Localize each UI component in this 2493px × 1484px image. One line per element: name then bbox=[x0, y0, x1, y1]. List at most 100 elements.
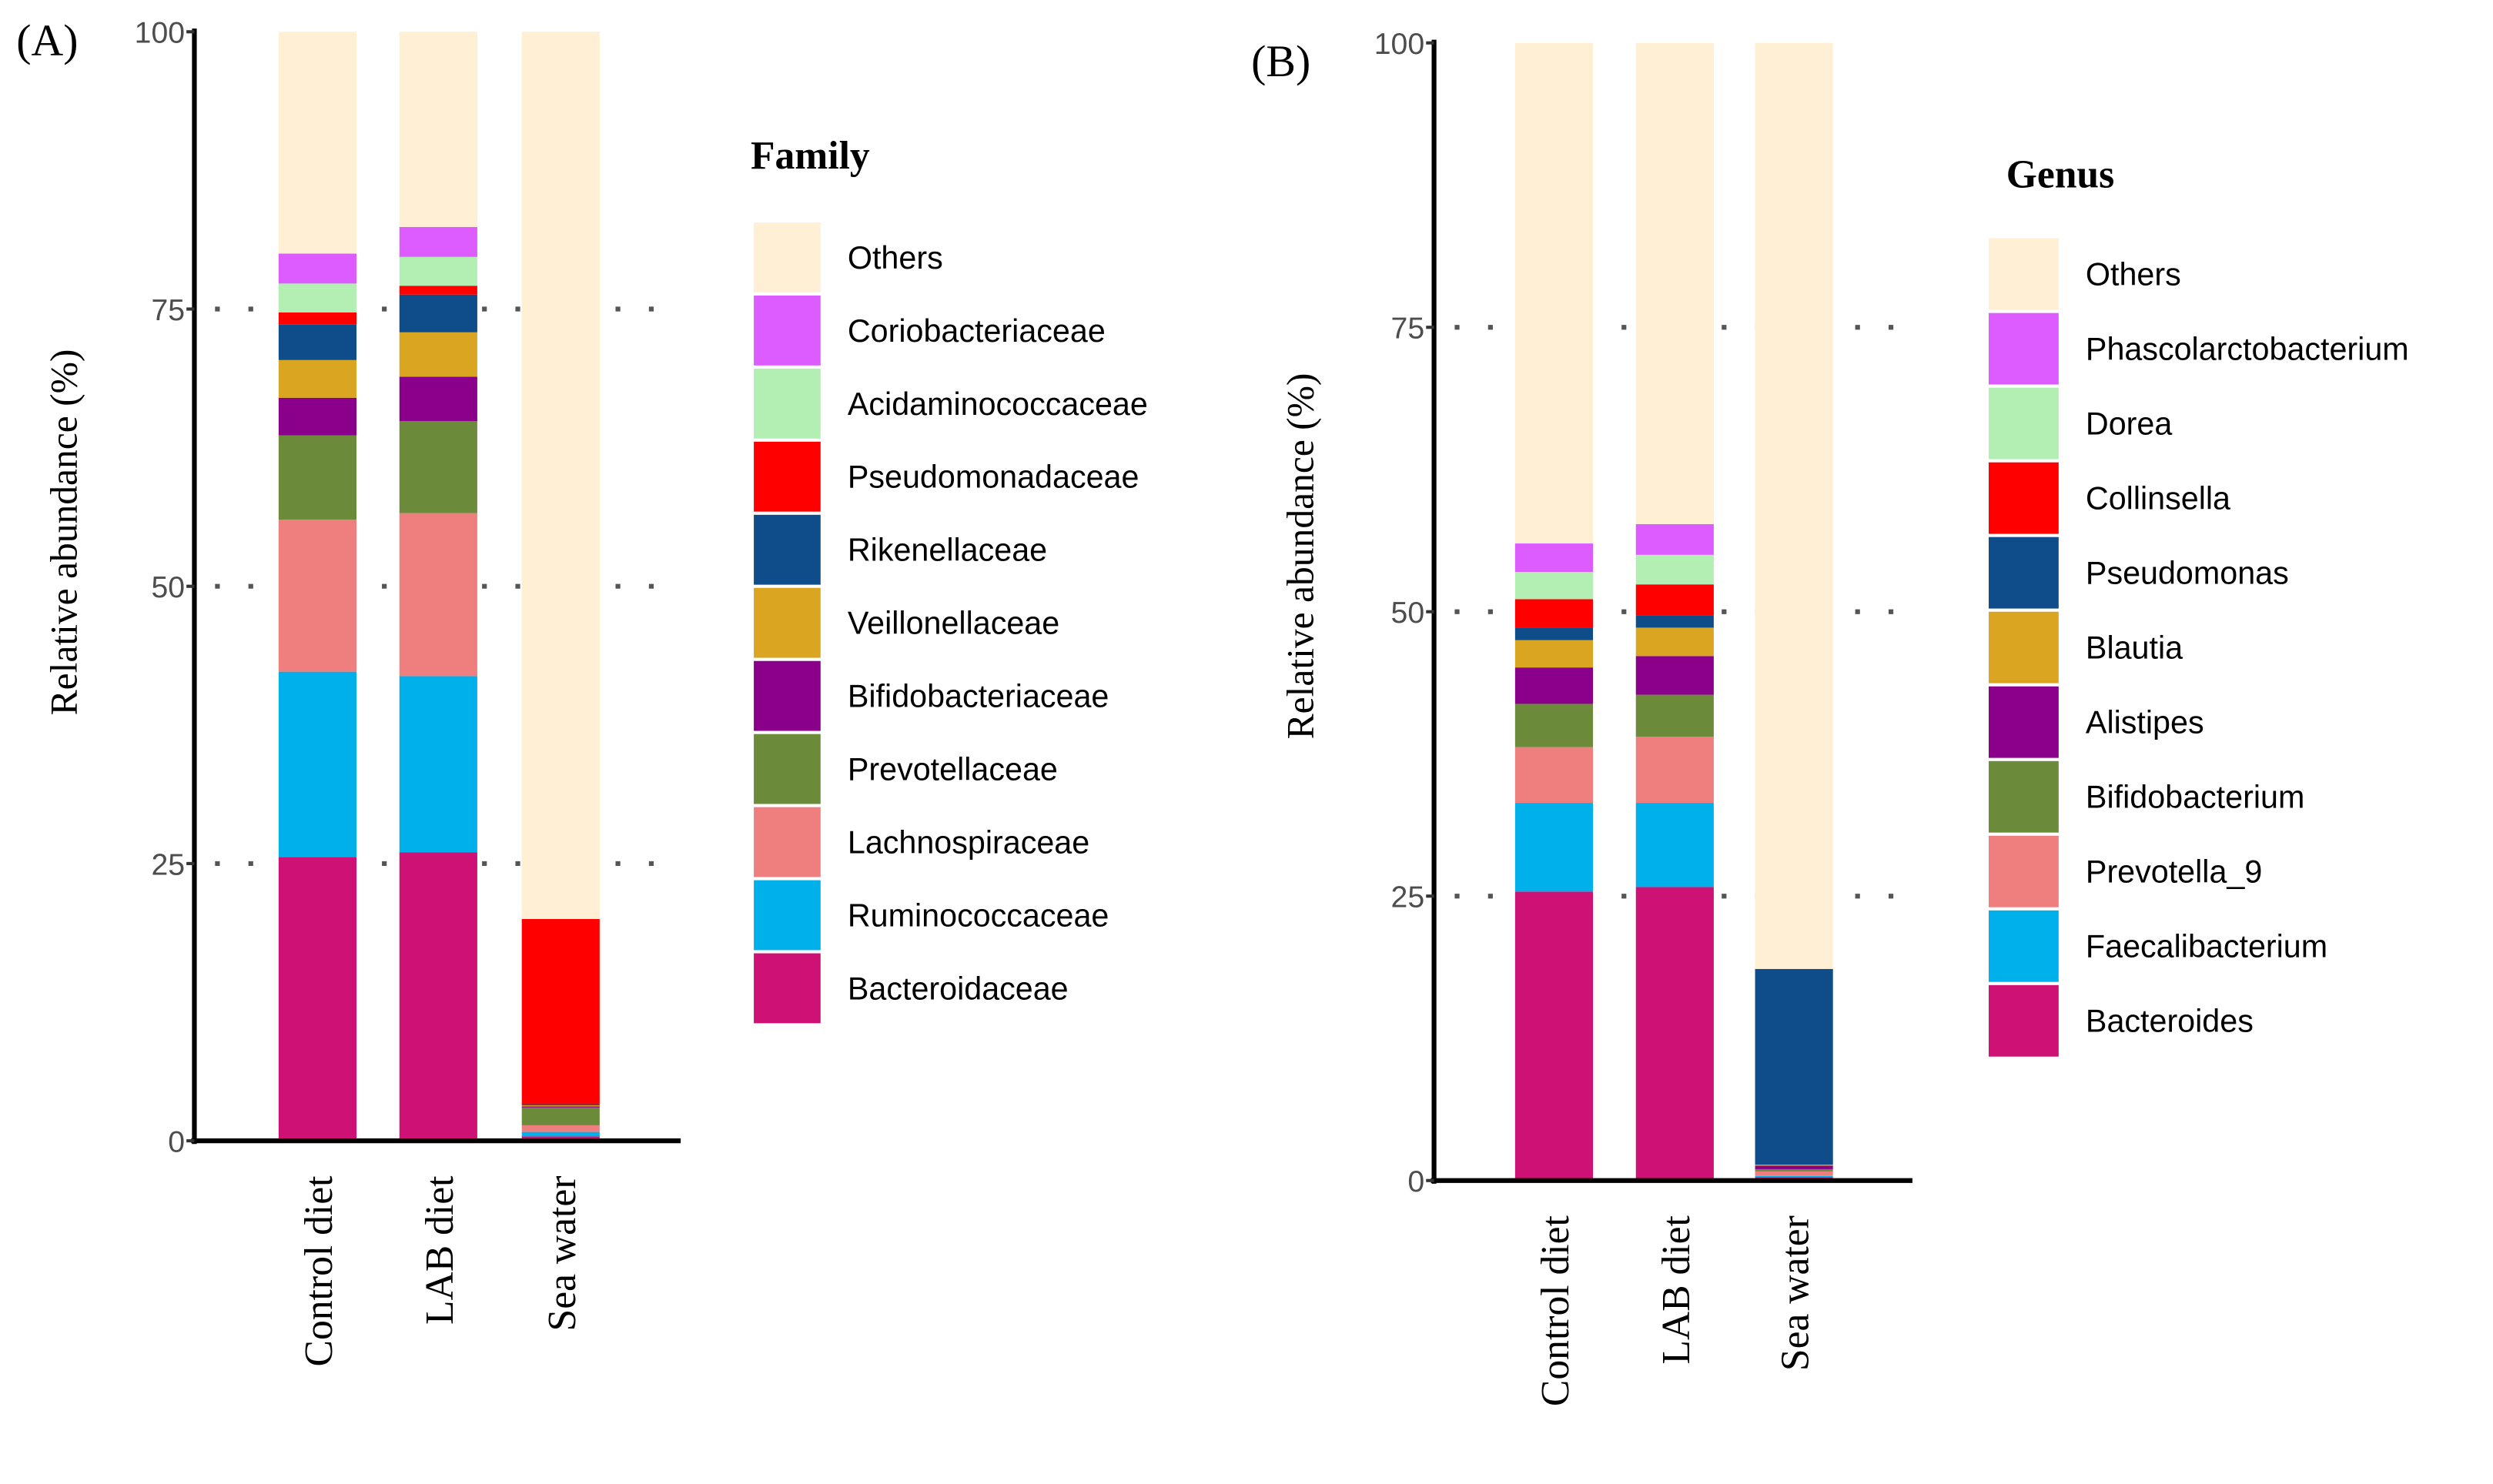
bar-segment-bifidobacterium bbox=[1755, 1168, 1833, 1171]
bar-segment-bifidobacteriaceae bbox=[521, 1106, 600, 1108]
bar-segment-dorea bbox=[1635, 554, 1714, 585]
bar-segment-coriobacteriaceae bbox=[399, 226, 477, 257]
bar-segment-veillonellaceae bbox=[278, 359, 357, 398]
bar-segment-faecalibacterium bbox=[1755, 1175, 1833, 1178]
bar-segment-prevotella-9 bbox=[1755, 1171, 1833, 1176]
bar-segment-bifidobacteriaceae bbox=[399, 376, 477, 422]
legend-label: Phascolarctobacterium bbox=[2086, 332, 2409, 367]
bar-segment-acidaminococcaceae bbox=[278, 283, 357, 313]
legend-label: Prevotella_9 bbox=[2086, 854, 2262, 890]
legend-label: Veillonellaceae bbox=[848, 606, 1059, 641]
bar-segment-lachnospiraceae bbox=[278, 520, 357, 672]
bar-segment-others bbox=[1514, 42, 1594, 544]
panel-label: (A) bbox=[16, 16, 78, 65]
legend-swatch bbox=[1989, 313, 2059, 385]
bar-segment-collinsella bbox=[1514, 599, 1594, 628]
bar-segment-faecalibacterium bbox=[1635, 803, 1714, 887]
legend-label: Dorea bbox=[2086, 406, 2172, 442]
legend-swatch bbox=[754, 660, 821, 731]
x-tick-label: Sea water bbox=[1774, 1215, 1818, 1371]
legend-swatch bbox=[1989, 910, 2059, 982]
bar-segment-rikenellaceae bbox=[278, 324, 357, 360]
bar-segment-bifidobacterium bbox=[1514, 704, 1594, 747]
bar-segment-pseudomonadaceae bbox=[278, 312, 357, 325]
legend-label: Bacteroidaceae bbox=[848, 971, 1069, 1006]
bar-segment-phascolarctobacterium bbox=[1514, 543, 1594, 573]
bar-segment-prevotella-9 bbox=[1635, 737, 1714, 804]
legend-title: Genus bbox=[2006, 153, 2115, 197]
legend: Genus Others Phascolarctobacterium Dorea Col… bbox=[1989, 153, 2409, 1057]
bar-segment-alistipes bbox=[1514, 667, 1594, 704]
legend-label: Prevotellaceae bbox=[848, 752, 1058, 787]
bar-segment-prevotella-9 bbox=[1514, 747, 1594, 804]
y-tick-label: 50 bbox=[151, 570, 185, 604]
legend-label: Pseudomonadaceae bbox=[848, 460, 1139, 495]
bar-segment-others bbox=[1635, 42, 1714, 524]
legend-swatch bbox=[754, 222, 821, 292]
x-tick-label: LAB diet bbox=[1655, 1215, 1698, 1364]
legend-label: Lachnospiraceae bbox=[848, 824, 1089, 860]
legend-swatch bbox=[754, 734, 821, 804]
bar-segment-alistipes bbox=[1755, 1165, 1833, 1169]
bar-segment-blautia bbox=[1635, 627, 1714, 657]
bar-segment-bacteroides bbox=[1514, 891, 1594, 1181]
bar-segment-ruminococcaceae bbox=[399, 676, 477, 853]
bar-segment-pseudomonadaceae bbox=[521, 918, 600, 1105]
bar-segment-coriobacteriaceae bbox=[278, 253, 357, 284]
bar-segment-bacteroidaceae bbox=[399, 852, 477, 1141]
bar-segment-veillonellaceae bbox=[399, 332, 477, 377]
bar-segment-alistipes bbox=[1635, 656, 1714, 695]
legend-label: Faecalibacterium bbox=[2086, 929, 2327, 964]
legend-swatch bbox=[1989, 536, 2059, 609]
y-tick-label: 75 bbox=[1391, 312, 1425, 346]
legend-swatch bbox=[1989, 387, 2059, 460]
bar-segment-blautia bbox=[1514, 640, 1594, 668]
legend-label: Collinsella bbox=[2086, 481, 2230, 516]
bar-segment-prevotellaceae bbox=[399, 421, 477, 513]
bar-segment-ruminococcaceae bbox=[278, 671, 357, 857]
y-tick-label: 0 bbox=[1407, 1165, 1424, 1198]
legend-swatch bbox=[754, 514, 821, 585]
y-tick-label: 100 bbox=[1374, 27, 1424, 61]
legend-title: Family bbox=[751, 134, 870, 178]
panel-label: (B) bbox=[1251, 37, 1310, 86]
y-axis-title: Relative abundance (%) bbox=[1280, 373, 1322, 740]
legend-label: Blautia bbox=[2086, 630, 2183, 666]
panel-a: Control diet LAB diet Sea water 0 25 50 75 100 (… bbox=[16, 16, 1148, 1367]
bar-segment-lachnospiraceae bbox=[521, 1125, 600, 1132]
legend-swatch bbox=[1989, 238, 2059, 310]
panel-b: Control diet LAB diet Sea water 0 25 50 75 100 (… bbox=[1251, 27, 2408, 1406]
legend-label: Alistipes bbox=[2086, 705, 2204, 740]
legend-label: Bifidobacteriaceae bbox=[848, 679, 1109, 714]
y-tick-label: 50 bbox=[1391, 596, 1425, 630]
bar-segment-prevotellaceae bbox=[278, 435, 357, 520]
y-tick-label: 75 bbox=[151, 293, 185, 327]
legend-label: Coriobacteriaceae bbox=[848, 313, 1106, 349]
legend-swatch bbox=[754, 368, 821, 439]
y-tick-label: 0 bbox=[168, 1125, 185, 1159]
legend-label: Ruminococcaceae bbox=[848, 897, 1109, 933]
bar-segment-prevotellaceae bbox=[521, 1107, 600, 1125]
x-tick-label: Control diet bbox=[1534, 1215, 1578, 1406]
legend-swatch bbox=[1989, 835, 2059, 907]
legend-label: Others bbox=[848, 240, 943, 276]
y-tick-label: 100 bbox=[135, 16, 185, 50]
bar-segment-veillonellaceae bbox=[521, 1105, 600, 1107]
legend-swatch bbox=[1989, 686, 2059, 758]
bar-segment-bacteroidaceae bbox=[278, 857, 357, 1141]
bar-segment-pseudomonas bbox=[1635, 615, 1714, 628]
bar-segment-others bbox=[521, 32, 600, 919]
legend-swatch bbox=[754, 587, 821, 658]
legend-swatch bbox=[754, 295, 821, 366]
legend-label: Pseudomonas bbox=[2086, 556, 2289, 591]
bar-segment-pseudomonas bbox=[1755, 968, 1833, 1165]
bar-segment-others bbox=[399, 32, 477, 227]
legend-swatch bbox=[754, 441, 821, 512]
legend-swatch bbox=[1989, 984, 2059, 1057]
x-tick-label: LAB diet bbox=[418, 1175, 462, 1325]
legend-swatch bbox=[1989, 760, 2059, 833]
bar-segment-ruminococcaceae bbox=[521, 1131, 600, 1137]
bar-segment-bacteroides bbox=[1635, 887, 1714, 1181]
